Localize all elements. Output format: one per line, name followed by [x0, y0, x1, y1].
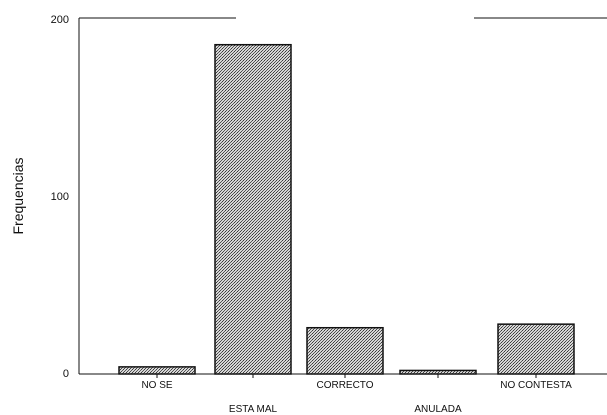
x-tick-label-no-se: NO SE	[141, 380, 172, 391]
category-labels: NO SE ESTA MAL CORRECTO ANULADA NO CONTESTA	[141, 374, 572, 415]
x-tick-label-no-contesta: NO CONTESTA	[500, 380, 572, 391]
x-tick-label-esta-mal: ESTA MAL	[229, 404, 278, 415]
bar-esta-mal	[214, 43, 292, 375]
bar-series	[118, 43, 575, 375]
bar-no-contesta	[497, 323, 575, 375]
y-tick-label-200: 200	[51, 14, 69, 26]
bar-no-se	[118, 366, 196, 375]
x-tick-label-correcto: CORRECTO	[316, 380, 373, 391]
bar-anulada	[399, 369, 477, 375]
x-tick-label-anulada: ANULADA	[414, 404, 462, 415]
y-tick-label-100: 100	[51, 191, 69, 203]
y-tick-label-0: 0	[63, 368, 69, 380]
y-axis-title: Frequencias	[10, 157, 26, 234]
bar-correcto	[306, 326, 384, 375]
